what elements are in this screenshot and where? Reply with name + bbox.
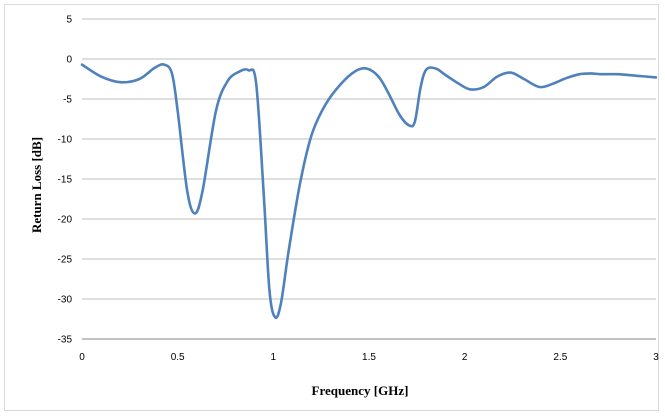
series-group xyxy=(80,63,658,320)
x-tick-label: 2 xyxy=(462,352,468,363)
x-tick-label: 0 xyxy=(79,352,85,363)
y-axis-title: Return Loss [dB] xyxy=(29,137,44,233)
x-tick-label: 1.5 xyxy=(362,352,376,363)
y-tick-label: -5 xyxy=(63,95,72,106)
x-tick-labels: 0 0.5 1 1.5 2 2.5 3 xyxy=(79,352,659,363)
x-tick-label: 0.5 xyxy=(171,352,185,363)
return-loss-chart: 5 0 -5 -10 -15 -20 -25 -30 -35 0 0.5 1 1.5 2 2.5 3 Fre… xyxy=(29,15,659,399)
x-tick-label: 3 xyxy=(653,352,659,363)
return-loss-line xyxy=(80,63,658,320)
x-tick-label: 1 xyxy=(271,352,277,363)
y-tick-label: 5 xyxy=(66,15,72,26)
y-tick-labels: 5 0 -5 -10 -15 -20 -25 -30 -35 xyxy=(58,15,73,346)
y-tick-label: -15 xyxy=(58,175,73,186)
y-tick-label: -30 xyxy=(58,295,73,306)
y-tick-label: -25 xyxy=(58,255,73,266)
y-tick-label: 0 xyxy=(66,55,72,66)
y-tick-label: -35 xyxy=(58,335,73,346)
y-tick-label: -10 xyxy=(58,135,73,146)
chart-frame: 5 0 -5 -10 -15 -20 -25 -30 -35 0 0.5 1 1.5 2 2.5 3 Fre… xyxy=(4,4,659,411)
grid-lines xyxy=(82,18,656,340)
y-tick-label: -20 xyxy=(58,215,73,226)
x-tick-label: 2.5 xyxy=(553,352,567,363)
x-axis-title: Frequency [GHz] xyxy=(312,383,409,398)
